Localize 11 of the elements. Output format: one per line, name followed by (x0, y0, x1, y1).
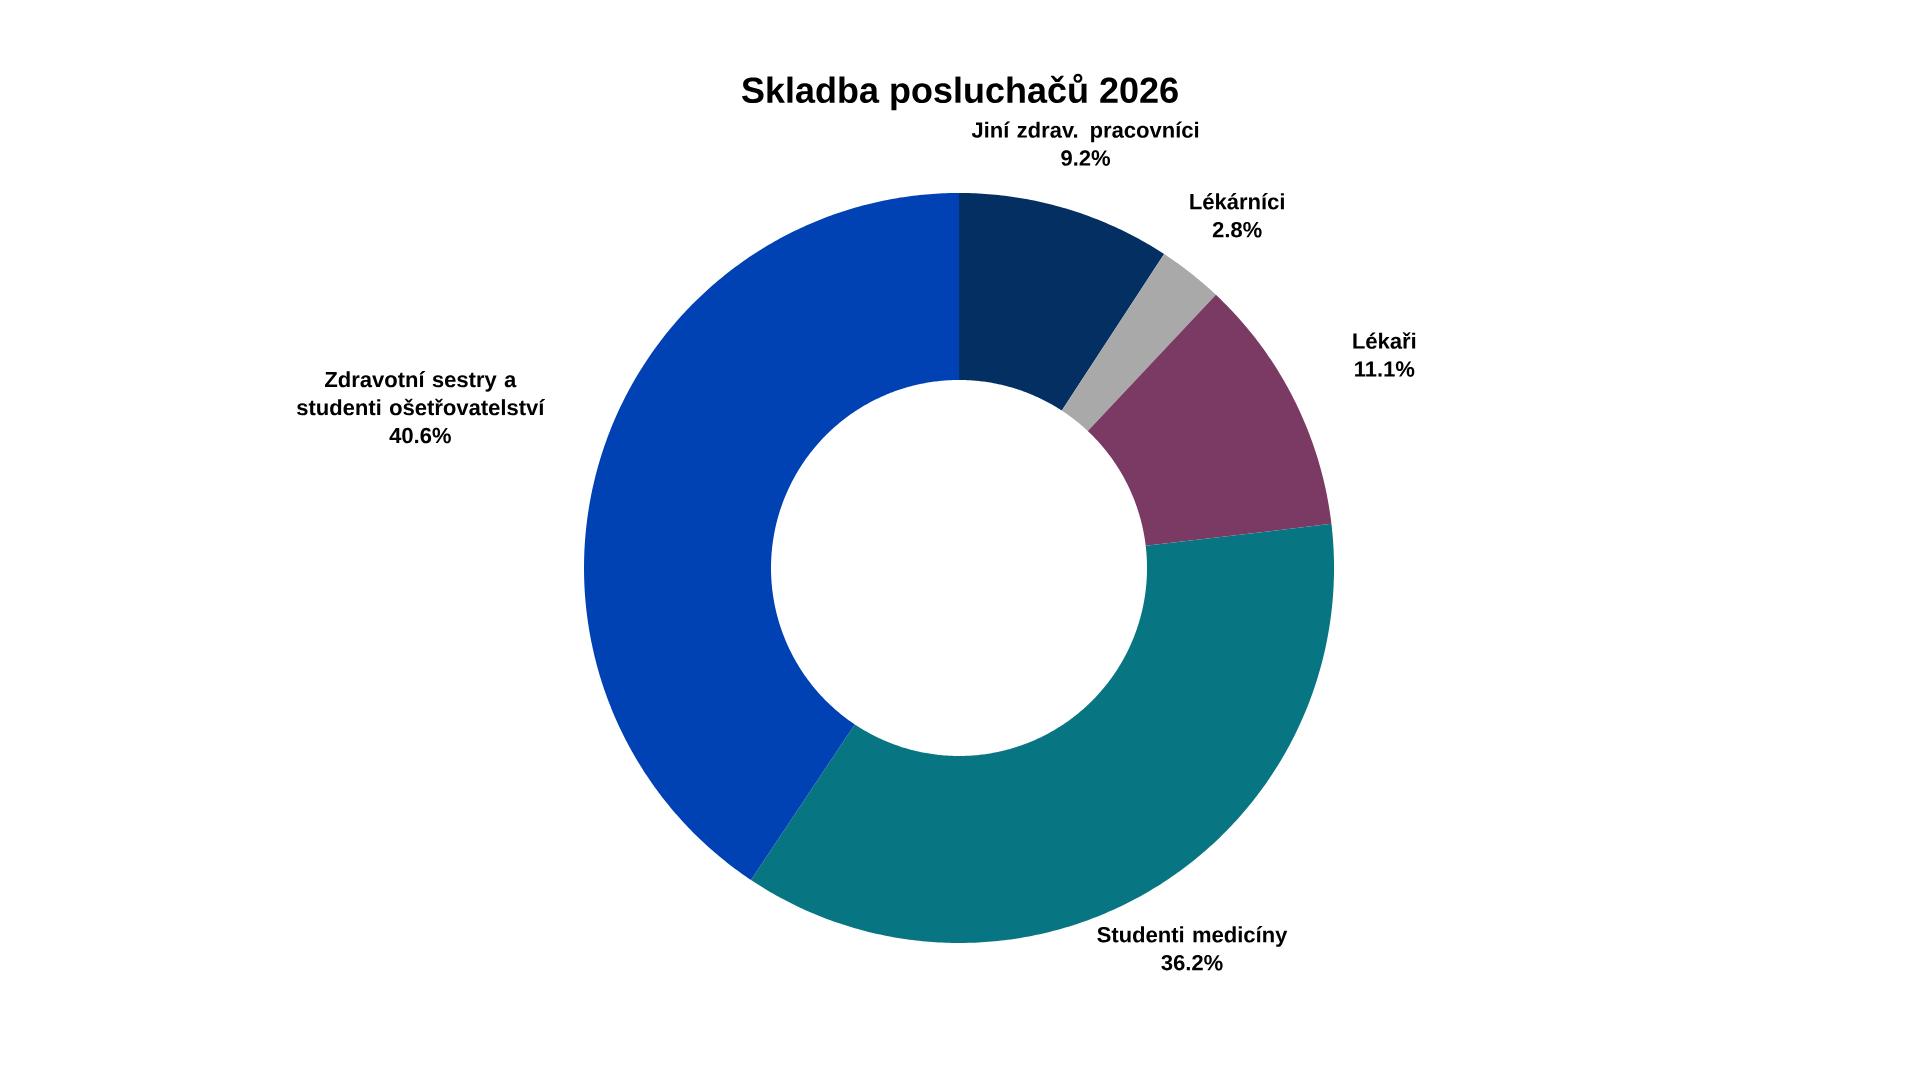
slice-label: Jiní zdrav. pracovníci (971, 121, 1199, 143)
data-label: 40.6% (389, 427, 451, 444)
data-label: 2.8% (1212, 221, 1262, 238)
slice-label: Lékaři (1353, 332, 1416, 349)
data-label: 36.2% (1161, 954, 1223, 971)
slice-label: Studenti medicíny (1097, 926, 1288, 947)
slice-label: Zdravotní sestry a studenti ošetřovatelství (297, 370, 545, 416)
chart-title: Skladba posluchačů 2026 (741, 73, 1178, 111)
data-label: 9.2% (1061, 150, 1111, 166)
slice-label: Lékárníci (1190, 193, 1284, 210)
data-label: 11.1% (1355, 361, 1415, 377)
